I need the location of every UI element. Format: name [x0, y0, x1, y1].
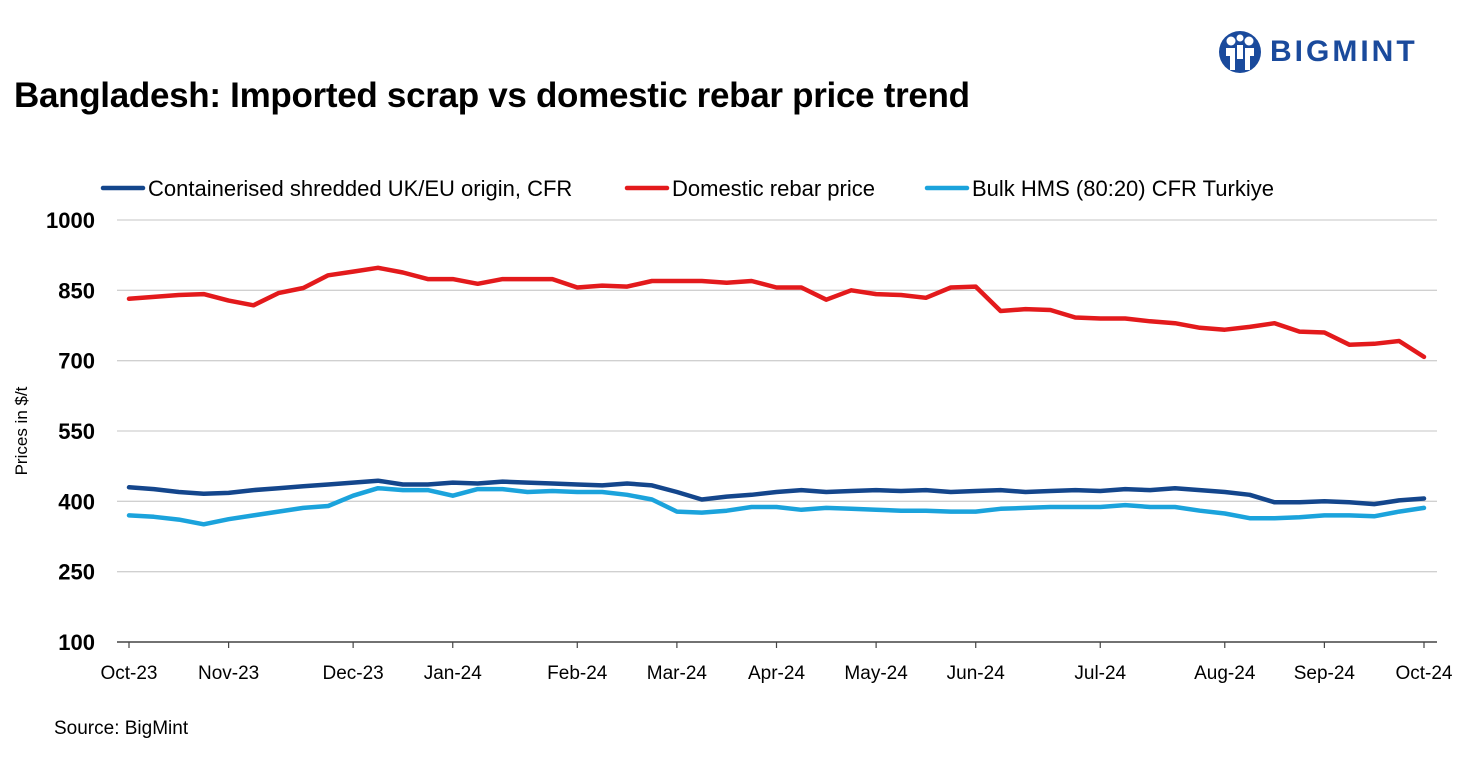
chart-grid: [117, 219, 1437, 573]
series-line-0: [126, 478, 1427, 507]
line-chart: Containerised shredded UK/EU origin, CFR…: [12, 176, 1453, 684]
x-tick-label: Jun-24: [947, 663, 1006, 684]
x-tick-label: Feb-24: [547, 663, 608, 684]
y-tick-label: 250: [58, 560, 95, 585]
y-tick-label: 1000: [46, 208, 95, 233]
x-tick-label: Oct-23: [100, 663, 157, 684]
y-tick-label: 850: [58, 278, 95, 303]
x-tick-label: May-24: [844, 663, 908, 684]
x-tick-label: Mar-24: [647, 663, 708, 684]
y-tick-label: 100: [58, 630, 95, 655]
x-tick-label: Apr-24: [748, 663, 805, 684]
x-tick-label: Nov-23: [198, 663, 259, 684]
legend-label: Domestic rebar price: [672, 176, 875, 201]
x-tick-label: Jan-24: [424, 663, 483, 684]
x-tick-label: Sep-24: [1294, 663, 1356, 684]
y-tick-label: 700: [58, 349, 95, 374]
x-tick-label: Dec-23: [323, 663, 384, 684]
y-axis-ticks: 100 250 400 550 700 850 1000: [46, 208, 95, 655]
bigmint-logo: BIGMINT: [1218, 28, 1418, 76]
x-axis: Oct-23 Nov-23 Dec-23 Jan-24 Feb-24 Mar-24 Apr-…: [100, 641, 1453, 684]
series-line-2: [126, 485, 1427, 527]
chart-legend: Containerised shredded UK/EU origin, CFR…: [100, 176, 1274, 201]
logo-text: BIGMINT: [1270, 35, 1418, 68]
series-line-1: [126, 265, 1427, 360]
y-axis-label: Prices in $/t: [12, 386, 31, 475]
x-tick-label: Aug-24: [1194, 663, 1256, 684]
legend-label: Bulk HMS (80:20) CFR Turkiye: [972, 176, 1274, 201]
chart-series: [126, 265, 1427, 527]
legend-label: Containerised shredded UK/EU origin, CFR: [148, 176, 572, 201]
y-tick-label: 550: [58, 419, 95, 444]
x-tick-label: Oct-24: [1395, 663, 1452, 684]
bigmint-logo-icon: [1219, 31, 1261, 73]
chart-title: Bangladesh: Imported scrap vs domestic r…: [14, 76, 970, 115]
x-tick-label: Jul-24: [1074, 663, 1126, 684]
y-tick-label: 400: [58, 489, 95, 514]
source-note: Source: BigMint: [54, 718, 189, 739]
